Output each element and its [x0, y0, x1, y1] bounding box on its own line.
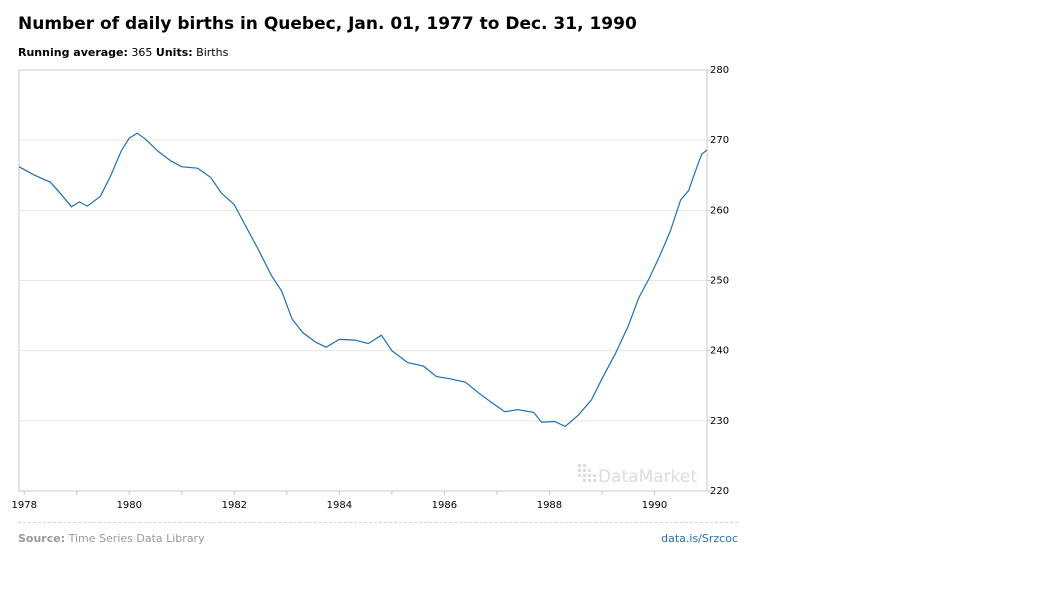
source-label: Source:: [18, 532, 66, 545]
series-line-births: [18, 132, 708, 428]
y-tick-label: 250: [710, 276, 729, 287]
y-tick-label: 220: [710, 486, 729, 497]
x-tick-label: 1990: [642, 500, 667, 511]
y-tick-label: 260: [710, 205, 729, 216]
x-tick-label: 1984: [327, 500, 352, 511]
chart-meta: Running average: 365 Units: Births: [18, 46, 228, 59]
units-label: Units:: [155, 46, 193, 59]
source-value: Time Series Data Library: [68, 532, 205, 545]
x-tick-label: 1986: [432, 500, 457, 511]
line-chart: 220 230 240 250 260 270 280 1978 1980 1982 1984 19…: [12, 65, 730, 511]
y-tick-label: 230: [710, 416, 729, 427]
short-link[interactable]: data.is/Srzcoc: [661, 532, 738, 545]
x-tick-label: 1982: [222, 500, 247, 511]
x-tick-label: 1978: [12, 500, 37, 511]
units-value: Births: [196, 46, 229, 59]
running-average-value: 365: [131, 46, 153, 59]
y-tick-label: 240: [710, 346, 729, 357]
source-attribution: Source: Time Series Data Library: [18, 532, 205, 545]
x-tick-label: 1988: [537, 500, 562, 511]
watermark-logo: [578, 464, 596, 482]
y-tick-label: 270: [710, 135, 729, 146]
y-tick-label: 280: [710, 65, 729, 76]
datamarket-watermark: DataMarket: [598, 467, 697, 487]
chart-title: Number of daily births in Quebec, Jan. 0…: [18, 14, 637, 34]
footer-divider: [18, 522, 738, 523]
running-average-label: Running average:: [18, 46, 128, 59]
x-tick-label: 1980: [117, 500, 142, 511]
